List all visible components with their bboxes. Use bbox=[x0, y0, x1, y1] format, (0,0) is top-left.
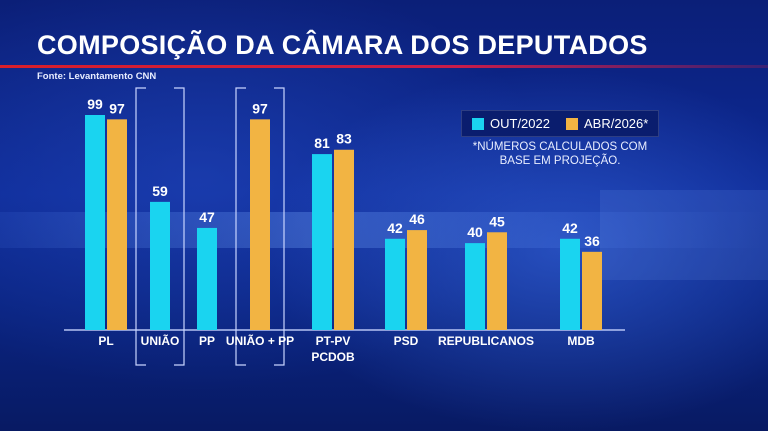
page-title: COMPOSIÇÃO DA CÂMARA DOS DEPUTADOS bbox=[37, 30, 648, 60]
category-label: PT-PV bbox=[316, 334, 351, 348]
group-bracket-left bbox=[135, 87, 146, 366]
category-label: UNIÃO + PP bbox=[226, 333, 294, 348]
background-panel bbox=[600, 190, 768, 280]
legend-label-series-2: ABR/2026* bbox=[584, 116, 649, 131]
bar-value-label: 81 bbox=[314, 135, 330, 151]
bar bbox=[560, 238, 580, 330]
category-label: PCDOB bbox=[311, 350, 355, 364]
title-divider bbox=[0, 65, 768, 68]
bar-value-label: 46 bbox=[409, 211, 425, 227]
bar bbox=[582, 251, 602, 330]
source-caption: Fonte: Levantamento CNN bbox=[37, 71, 157, 82]
bar bbox=[407, 230, 427, 330]
category-label: MDB bbox=[567, 334, 595, 348]
bar-value-label: 42 bbox=[387, 220, 403, 236]
background-band bbox=[0, 212, 768, 248]
bar-value-label: 42 bbox=[562, 220, 578, 236]
bar bbox=[197, 227, 217, 330]
bar-value-label: 40 bbox=[467, 224, 483, 240]
bar-value-label: 36 bbox=[584, 233, 600, 249]
bar bbox=[107, 119, 127, 330]
bar bbox=[465, 243, 485, 330]
bar bbox=[85, 115, 105, 330]
category-label: PSD bbox=[394, 334, 419, 348]
category-label: PL bbox=[98, 334, 113, 348]
group-bracket-right bbox=[274, 87, 285, 366]
bar-value-label: 45 bbox=[489, 213, 505, 229]
legend-swatch-series-1 bbox=[472, 118, 484, 130]
group-bracket-left bbox=[235, 87, 246, 366]
bar bbox=[334, 149, 354, 330]
legend-swatch-series-2 bbox=[566, 118, 578, 130]
category-label: PP bbox=[199, 334, 215, 348]
category-label: UNIÃO bbox=[141, 333, 180, 348]
projection-note: *NÚMEROS CALCULADOS COM BASE EM PROJEÇÃO… bbox=[472, 141, 648, 167]
bar-value-label: 97 bbox=[252, 100, 268, 116]
bar-value-label: 97 bbox=[109, 100, 125, 116]
category-label: REPUBLICANOS bbox=[438, 334, 534, 348]
bar-value-label: 99 bbox=[87, 96, 103, 112]
bar bbox=[312, 154, 332, 330]
bar-value-label: 59 bbox=[152, 183, 168, 199]
bar bbox=[385, 238, 405, 330]
bar-value-label: 47 bbox=[199, 209, 215, 225]
group-bracket-right bbox=[174, 87, 185, 366]
bar bbox=[487, 232, 507, 330]
bar-value-label: 83 bbox=[336, 131, 352, 147]
bar bbox=[150, 201, 170, 330]
legend-label-series-1: OUT/2022 bbox=[490, 116, 550, 131]
chart-legend: OUT/2022 ABR/2026* bbox=[461, 110, 659, 137]
bar bbox=[250, 119, 270, 330]
